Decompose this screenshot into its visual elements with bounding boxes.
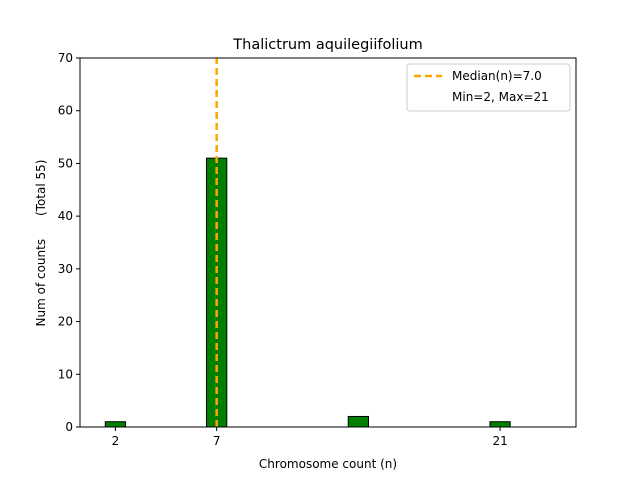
y-tick-label-60: 60: [58, 104, 73, 118]
y-tick-label-10: 10: [58, 367, 73, 381]
x-tick-label-21: 21: [492, 434, 507, 448]
y-tick-label-0: 0: [65, 420, 73, 434]
x-ticks-group: 2 7 21: [112, 427, 508, 448]
y-axis-label: Num of counts (Total 55): [34, 160, 48, 327]
legend-median-label: Median(n)=7.0: [452, 69, 542, 83]
legend: Median(n)=7.0 Min=2, Max=21: [406, 63, 571, 112]
y-tick-label-30: 30: [58, 262, 73, 276]
chart-title: Thalictrum aquilegiifolium: [232, 37, 422, 53]
y-tick-label-50: 50: [58, 156, 73, 170]
y-ticks-group: 0 10 20 30 40 50 60 70: [58, 51, 80, 434]
bar-21: [489, 421, 511, 428]
y-tick-label-40: 40: [58, 209, 73, 223]
plot-area-frame: [79, 57, 577, 428]
bar-14: [347, 415, 369, 428]
y-tick-label-70: 70: [58, 51, 73, 65]
legend-frame: [406, 63, 571, 112]
x-tick-label-7: 7: [213, 434, 221, 448]
bar-2: [104, 421, 127, 428]
y-tick-label-20: 20: [58, 315, 73, 329]
x-tick-label-2: 2: [112, 434, 120, 448]
x-axis-label: Chromosome count (n): [259, 457, 397, 471]
legend-minmax-label: Min=2, Max=21: [452, 90, 549, 104]
